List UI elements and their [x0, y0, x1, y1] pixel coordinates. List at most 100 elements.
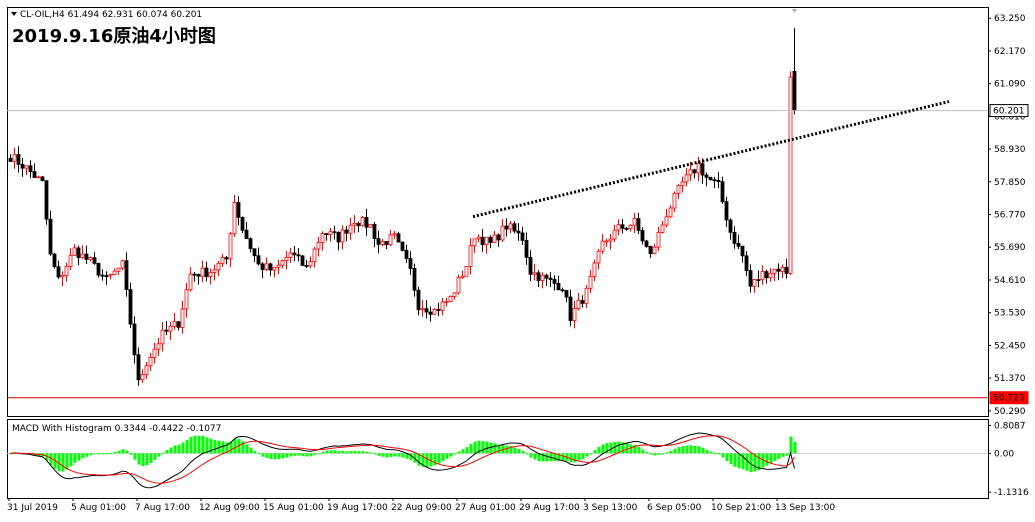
candle-body: [676, 185, 681, 194]
candle-body: [544, 274, 549, 279]
candle: [148, 352, 153, 371]
histogram-bar: [545, 453, 549, 462]
candle: [304, 259, 309, 268]
candle-body: [408, 258, 413, 269]
symbol-line: CL-OIL,H4 61.494 62.931 60.074 60.201: [20, 10, 202, 20]
candle-body: [512, 223, 517, 232]
candle-body: [152, 348, 157, 358]
candle: [548, 272, 553, 287]
candle-body: [220, 257, 225, 264]
histogram-bar: [493, 443, 497, 454]
histogram-bar: [177, 444, 181, 454]
candle-body: [660, 224, 665, 233]
candle: [28, 160, 33, 179]
candle-body: [44, 180, 49, 220]
histogram-bar: [633, 445, 637, 454]
histogram-bar: [221, 441, 225, 454]
histogram-bar: [777, 453, 781, 459]
histogram-bar: [509, 446, 513, 454]
candle: [572, 300, 577, 329]
candle-body: [592, 262, 597, 277]
candle: [760, 265, 765, 285]
candle-body: [556, 282, 561, 291]
candle: [240, 216, 245, 234]
candle: [116, 267, 121, 275]
candle: [404, 244, 409, 263]
histogram-bar: [521, 451, 525, 454]
histogram-bar: [225, 442, 229, 454]
candle-body: [564, 290, 569, 298]
histogram-bar: [357, 451, 361, 454]
x-tick-label: 5 Aug 01:00: [71, 503, 126, 513]
histogram-bar: [581, 453, 585, 460]
y-tick-label: 53.530: [994, 309, 1026, 319]
histogram-bar: [605, 443, 609, 454]
candle-body: [244, 229, 249, 240]
candle-body: [456, 277, 461, 294]
header-group: CL-OIL,H4 61.494 62.931 60.074 60.201 20…: [11, 10, 216, 47]
candle: [176, 320, 181, 331]
candle-body: [708, 176, 713, 181]
candle: [656, 226, 661, 251]
candle: [660, 220, 665, 234]
candle: [292, 245, 297, 262]
candle: [700, 158, 705, 184]
candle: [308, 256, 313, 269]
candle-body: [120, 260, 125, 269]
candle: [640, 227, 645, 245]
candle-body: [316, 242, 321, 250]
candle-body: [764, 271, 769, 279]
histogram-bar: [589, 453, 593, 455]
candle-body: [128, 289, 133, 325]
histogram-bar: [449, 453, 453, 457]
histogram-bar: [729, 453, 733, 465]
candle-body: [776, 268, 781, 272]
candle-body: [320, 233, 325, 243]
candle: [776, 263, 781, 281]
histogram-bar: [113, 451, 117, 454]
histogram-bar: [641, 449, 645, 454]
histogram-bar: [741, 453, 745, 470]
histogram-bar: [345, 451, 349, 454]
histogram-bar: [417, 453, 421, 466]
candle: [500, 219, 505, 243]
histogram-bar: [585, 453, 589, 457]
candle-body: [416, 289, 421, 311]
histogram-bar: [461, 449, 465, 454]
x-tick-label: 22 Aug 09:00: [391, 503, 452, 513]
candle: [496, 233, 501, 247]
candle: [172, 312, 177, 330]
histogram-bar: [157, 453, 161, 457]
dropdown-triangle-icon[interactable]: [11, 12, 17, 16]
candle-body: [420, 308, 425, 311]
candle: [552, 275, 557, 291]
candle-body: [280, 260, 285, 266]
candle-body: [160, 329, 165, 345]
candle-body: [248, 238, 253, 250]
candle: [260, 261, 265, 279]
candle-body: [88, 257, 93, 260]
histogram-bar: [289, 453, 293, 457]
candle: [648, 245, 653, 258]
candle-body: [340, 229, 345, 243]
candle-body: [252, 248, 257, 257]
histogram-bar: [577, 453, 581, 461]
candle: [208, 268, 213, 285]
candle: [504, 218, 509, 237]
candle-body: [728, 219, 733, 233]
candle: [576, 292, 581, 311]
candle-body: [216, 262, 221, 271]
candle-body: [540, 274, 545, 281]
candle-body: [224, 257, 229, 260]
candle-body: [740, 245, 745, 257]
histogram-bar: [217, 440, 221, 454]
candle: [164, 321, 169, 336]
candle-body: [212, 269, 217, 274]
candle-body: [40, 176, 45, 182]
candle: [128, 282, 133, 329]
candle: [124, 252, 129, 297]
candle: [180, 300, 185, 334]
histogram-bar: [105, 453, 109, 455]
candle: [784, 258, 789, 279]
